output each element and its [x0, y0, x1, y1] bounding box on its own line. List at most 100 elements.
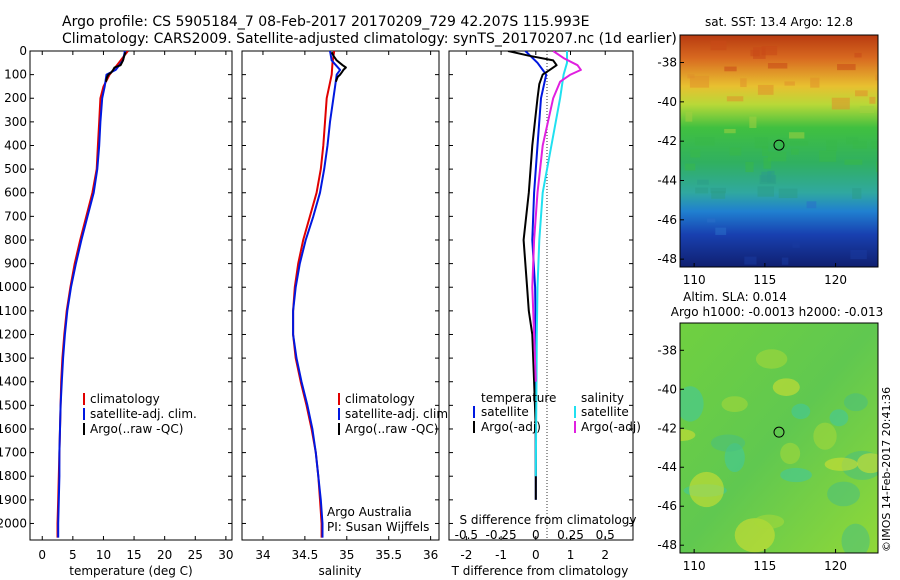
difference-panel: -2 -1 0 1 2 temperature satellite Argo(-adj)… — [448, 50, 641, 578]
sst-pixel — [844, 159, 863, 165]
temperature-axes-frame — [29, 50, 233, 541]
sst-pixel — [826, 139, 838, 152]
temperature-difference-label: T difference from climatology — [451, 564, 629, 578]
depth-tick-label: 1000 — [0, 280, 27, 294]
sst-pixel — [806, 201, 817, 209]
sla-map-panel: Altim. SLA: 0.014 Argo h1000: -0.0013 h2… — [657, 290, 883, 573]
x-tick-label: 10 — [96, 548, 111, 562]
legend-label-climatology: climatology — [90, 392, 160, 406]
sla-map-ticks: 110 115 120 -38 -40 -42 -44 -46 -48 — [657, 343, 847, 573]
legend-label-t-argo: Argo(-adj) — [481, 420, 541, 434]
x-tick-label: 2 — [601, 548, 609, 562]
x-tick-label: 0 — [38, 548, 46, 562]
sst-pixel — [749, 116, 757, 129]
sst-pixel — [789, 140, 809, 146]
figure-title-line2: Climatology: CARS2009. Satellite-adjuste… — [62, 31, 677, 47]
lat-tick-label: -42 — [657, 421, 677, 435]
temperature-profiles — [56, 51, 129, 538]
depth-tick-label: 600 — [4, 186, 27, 200]
depth-tick-label: 1900 — [0, 493, 27, 507]
sst-pixel — [781, 257, 789, 265]
legend-label-climatology: climatology — [345, 392, 415, 406]
legend-label-s-satellite: satellite — [581, 405, 629, 419]
sst-pixel — [810, 77, 820, 88]
x-tick-label: 35 — [339, 548, 354, 562]
float-owner-line2: PI: Susan Wijffels — [327, 520, 429, 534]
sla-blob — [754, 514, 785, 529]
depth-axis-ticks: 0 100 200 300 400 500 600 700 800 900 1000 1100 1200… — [0, 44, 232, 530]
depth-tick-label: 0 — [19, 44, 27, 58]
sst-pixel — [757, 84, 774, 95]
salinity-difference-tick-label: 0 — [532, 528, 540, 542]
argo-location-marker — [773, 139, 785, 151]
depth-tick-label: 900 — [4, 257, 27, 271]
sla-blob — [780, 442, 801, 465]
legend-label-satellite-adj: satellite-adj. clim. — [90, 407, 197, 421]
x-tick-label: 0 — [532, 548, 540, 562]
sla-blob — [841, 523, 870, 553]
sla-blob — [813, 422, 837, 450]
sla-blob — [827, 481, 861, 507]
imos-credit: ©IMOS 14-Feb-2017 20:41:36 — [880, 387, 893, 552]
sst-map-panel: sat. SST: 13.4 Argo: 12.8 110 115 120 -38 -4… — [657, 15, 879, 287]
difference-axis-ticks: -2 -1 0 1 2 — [460, 51, 609, 562]
sla-blob — [755, 349, 788, 369]
salinity-axes-frame — [241, 50, 440, 541]
depth-tick-label: 2000 — [0, 516, 27, 530]
depth-tick-label: 400 — [4, 138, 27, 152]
depth-tick-label: 1600 — [0, 422, 27, 436]
salinity-depth-ticks — [242, 50, 439, 524]
lon-tick-label: 115 — [753, 273, 776, 287]
lat-tick-label: -42 — [657, 134, 677, 148]
sst-pixel — [852, 140, 867, 149]
sst-pixel — [710, 187, 726, 194]
sla-blob — [689, 471, 724, 508]
sst-pixel — [819, 150, 837, 162]
salinity-difference-ticks: -0.5 -0.25 0 0.25 0.5 — [455, 528, 615, 542]
sst-pixel — [757, 186, 775, 197]
temperature-axis-label: temperature (deg C) — [69, 564, 192, 578]
sst-pixel — [859, 105, 875, 114]
sst-texture — [684, 40, 878, 265]
lon-tick-label: 110 — [683, 273, 706, 287]
sst-pixel — [694, 137, 715, 146]
sst-pixel — [684, 163, 696, 171]
sst-pixel — [763, 157, 772, 169]
sst-pixel — [869, 96, 876, 104]
temperature-axis-ticks: 0 5 10 15 20 25 30 — [38, 51, 234, 562]
profile-line-satellite-adj-clim- — [292, 51, 342, 538]
sla-blob — [710, 434, 746, 452]
sst-pixel — [707, 218, 716, 223]
sst-pixel — [852, 188, 862, 199]
lat-tick-label: -44 — [657, 173, 677, 187]
sla-blob — [772, 378, 800, 396]
lon-tick-label: 110 — [683, 559, 706, 573]
sla-map-subtitle: Argo h1000: -0.0013 h2000: -0.013 — [671, 305, 884, 319]
sst-pixel — [726, 96, 744, 102]
sst-pixel — [875, 74, 878, 81]
temperature-legend: climatology satellite-adj. clim. Argo(..… — [83, 392, 197, 436]
sla-blob — [791, 403, 811, 420]
sst-heatmap — [680, 35, 878, 267]
difference-legend-salinity: salinity satellite Argo(-adj) — [574, 391, 641, 434]
sst-pixel — [724, 128, 736, 134]
x-tick-label: 36 — [423, 548, 438, 562]
salinity-profiles — [292, 51, 347, 538]
sst-pixel — [740, 78, 747, 88]
x-tick-label: 35.5 — [375, 548, 402, 562]
argo-location-marker — [773, 426, 785, 438]
sst-pixel — [687, 74, 695, 79]
sst-pixel — [837, 64, 856, 71]
sst-pixel — [754, 136, 769, 149]
sst-pixel — [871, 141, 878, 149]
sla-blob — [680, 429, 696, 442]
sst-pixel — [792, 242, 800, 248]
profile-line-argo-raw-qc- — [330, 51, 347, 83]
lat-tick-label: -40 — [657, 382, 677, 396]
sst-pixel — [854, 52, 862, 58]
sla-blob — [829, 409, 849, 427]
profile-line-salinity-satellite — [534, 51, 568, 477]
salinity-difference-tick-label: -0.5 — [455, 528, 478, 542]
sst-pixel — [710, 40, 727, 51]
depth-tick-label: 500 — [4, 162, 27, 176]
